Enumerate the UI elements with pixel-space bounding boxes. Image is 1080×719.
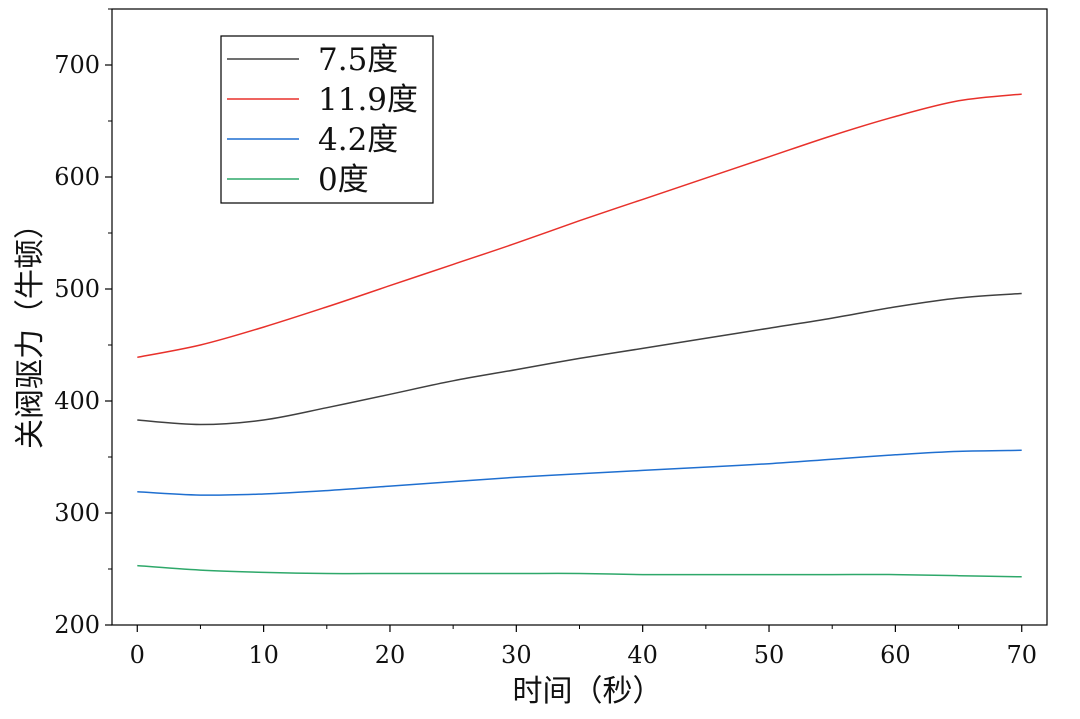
axes: 0 10 20 30 40 50 60 70 200 300 400 500 600 700 bbox=[54, 8, 1048, 669]
x-tick-label: 70 bbox=[1006, 641, 1037, 669]
legend-label-4: 0度 bbox=[318, 162, 369, 198]
y-tick-label: 400 bbox=[54, 387, 100, 415]
legend-label-1: 7.5度 bbox=[318, 42, 398, 78]
x-tick-label: 60 bbox=[880, 641, 911, 669]
series-line-2 bbox=[137, 93, 1022, 359]
plot-area bbox=[137, 93, 1022, 578]
y-tick-label: 600 bbox=[54, 163, 100, 191]
x-tick-label: 0 bbox=[130, 641, 145, 669]
y-tick-label: 200 bbox=[54, 611, 100, 639]
x-tick-label: 40 bbox=[627, 641, 658, 669]
x-tick-label: 10 bbox=[248, 641, 279, 669]
y-axis-title: 关阀驱力（牛顿） bbox=[13, 209, 48, 449]
x-tick-label: 50 bbox=[754, 641, 785, 669]
legend: 7.5度 11.9度 4.2度 0度 bbox=[220, 35, 434, 204]
series-line-3 bbox=[137, 449, 1022, 496]
legend-label-2: 11.9度 bbox=[318, 82, 418, 118]
x-axis-title: 时间（秒） bbox=[513, 674, 663, 709]
series-line-1 bbox=[137, 292, 1022, 426]
y-tick-label: 300 bbox=[54, 499, 100, 527]
x-tick-label: 30 bbox=[501, 641, 532, 669]
y-tick-label: 500 bbox=[54, 275, 100, 303]
y-tick-label: 700 bbox=[54, 51, 100, 79]
legend-label-3: 4.2度 bbox=[318, 122, 398, 158]
series-line-4 bbox=[137, 564, 1022, 578]
legend-box bbox=[220, 35, 434, 204]
x-tick-label: 20 bbox=[375, 641, 406, 669]
